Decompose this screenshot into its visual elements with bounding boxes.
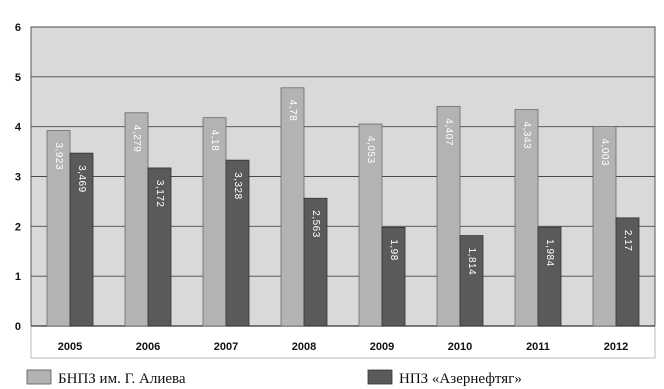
x-axis-band	[30, 325, 656, 359]
y-tick-label: 0	[15, 321, 21, 333]
x-tick-label: 2007	[214, 341, 238, 353]
legend-swatch-series-2	[367, 369, 393, 385]
bar-series-1-2008	[280, 87, 305, 327]
y-tick-label: 3	[15, 172, 21, 184]
data-label-series-2-2007: 3,328	[232, 172, 243, 200]
y-tick-label: 6	[15, 22, 21, 34]
legend-swatch-series-1	[26, 369, 52, 385]
bar-series-1-2009	[358, 123, 383, 327]
x-tick-label: 2006	[136, 341, 160, 353]
x-tick-label: 2008	[292, 341, 316, 353]
data-label-series-2-2005: 3,469	[76, 165, 87, 193]
data-label-series-2-2010: 1,814	[466, 248, 477, 276]
plot-area	[30, 26, 656, 359]
bar-series-2-2010	[459, 235, 484, 327]
legend-label-series-2: НПЗ «Азернефтяг»	[399, 371, 522, 387]
data-label-series-1-2011: 4,343	[521, 122, 532, 150]
data-label-series-1-2005: 3,923	[53, 143, 64, 171]
bar-series-2-2011	[537, 226, 562, 327]
data-label-series-2-2009: 1,98	[388, 239, 399, 260]
bars: 3,923 3,469 4,279 3,172 4,18 3,328 4,78 2,563 4,…	[46, 87, 640, 327]
bar-series-2-2005	[69, 152, 94, 327]
bar-series-2-2008	[303, 197, 328, 327]
data-label-series-1-2012: 4,003	[599, 139, 610, 167]
y-tick-label: 1	[15, 271, 21, 283]
data-label-series-1-2006: 4,279	[131, 125, 142, 153]
data-label-series-2-2006: 3,172	[154, 180, 165, 208]
data-label-series-1-2007: 4,18	[209, 130, 220, 151]
x-tick-label: 2010	[448, 341, 472, 353]
bar-series-2-2012	[615, 217, 640, 327]
x-tick-label: 2012	[604, 341, 628, 353]
y-tick-label: 4	[15, 122, 22, 134]
bar-series-2-2009	[381, 226, 406, 327]
x-tick-label: 2009	[370, 341, 394, 353]
axis-labels: 0 1 2 3 4 5 6 2005 2006 2007 2008 2009 2010 2011 2012	[15, 22, 628, 353]
data-label-series-2-2008: 2,563	[310, 210, 321, 238]
x-tick-label: 2011	[526, 341, 550, 353]
bar-series-2-2006	[147, 167, 172, 327]
data-label-series-1-2010: 4,407	[443, 118, 454, 146]
legend: БНПЗ им. Г. Алиева НПЗ «Азернефтяг»	[26, 369, 522, 387]
data-label-series-1-2009: 4,053	[365, 136, 376, 164]
data-label-series-1-2008: 4,78	[287, 100, 298, 121]
bar-series-1-2010	[436, 105, 461, 327]
bar-series-1-2011	[514, 109, 539, 327]
data-label-series-2-2012: 2,17	[622, 230, 633, 251]
legend-label-series-1: БНПЗ им. Г. Алиева	[58, 371, 186, 387]
x-tick-label: 2005	[58, 341, 82, 353]
bar-series-2-2007	[225, 159, 250, 327]
y-tick-label: 5	[15, 72, 21, 84]
y-tick-label: 2	[15, 221, 21, 233]
data-label-series-2-2011: 1,984	[544, 239, 555, 267]
